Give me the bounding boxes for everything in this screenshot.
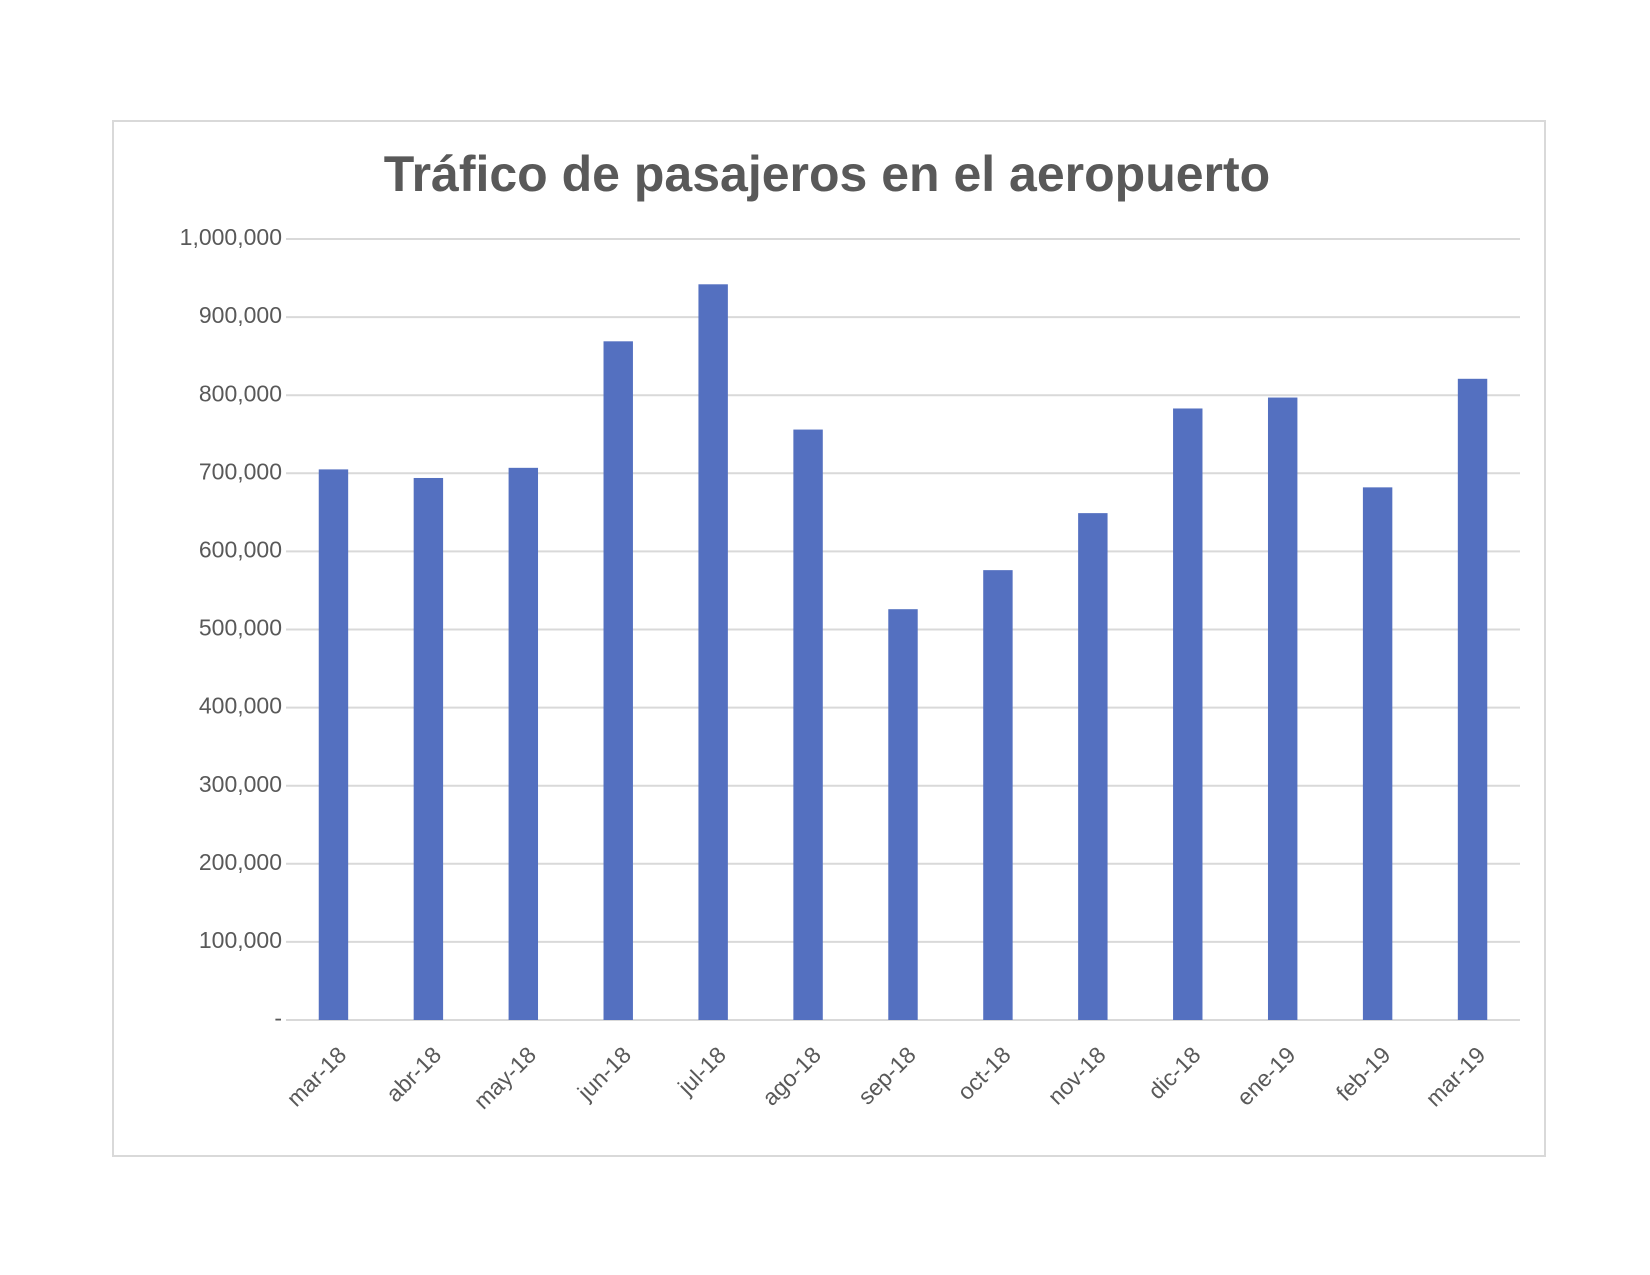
bar (888, 609, 918, 1020)
bar (1457, 378, 1488, 1020)
y-tick-label: 400,000 (199, 693, 282, 719)
bar (603, 341, 633, 1020)
y-tick-label: 700,000 (199, 458, 282, 484)
y-tick-label: 200,000 (199, 849, 282, 875)
bar (1267, 397, 1298, 1021)
bar (413, 477, 444, 1021)
bar (698, 284, 728, 1021)
bar (508, 467, 539, 1020)
y-tick-label: 900,000 (199, 302, 282, 328)
y-tick-label: 300,000 (199, 771, 282, 797)
bar (318, 469, 349, 1020)
y-tick-label: 600,000 (199, 536, 282, 562)
bar (793, 429, 823, 1021)
y-tick-label: 100,000 (199, 927, 282, 953)
chart-frame (112, 120, 1546, 1157)
bar (1078, 513, 1108, 1020)
bar (1173, 408, 1203, 1020)
bar (983, 570, 1013, 1020)
chart-title: Tráfico de pasajeros en el aeropuerto (384, 146, 1270, 202)
bar (1362, 487, 1393, 1020)
y-tick-label: 800,000 (199, 380, 282, 406)
y-tick-label: - (274, 1005, 282, 1031)
y-tick-label: 500,000 (199, 615, 282, 641)
y-tick-label: 1,000,000 (180, 224, 282, 250)
